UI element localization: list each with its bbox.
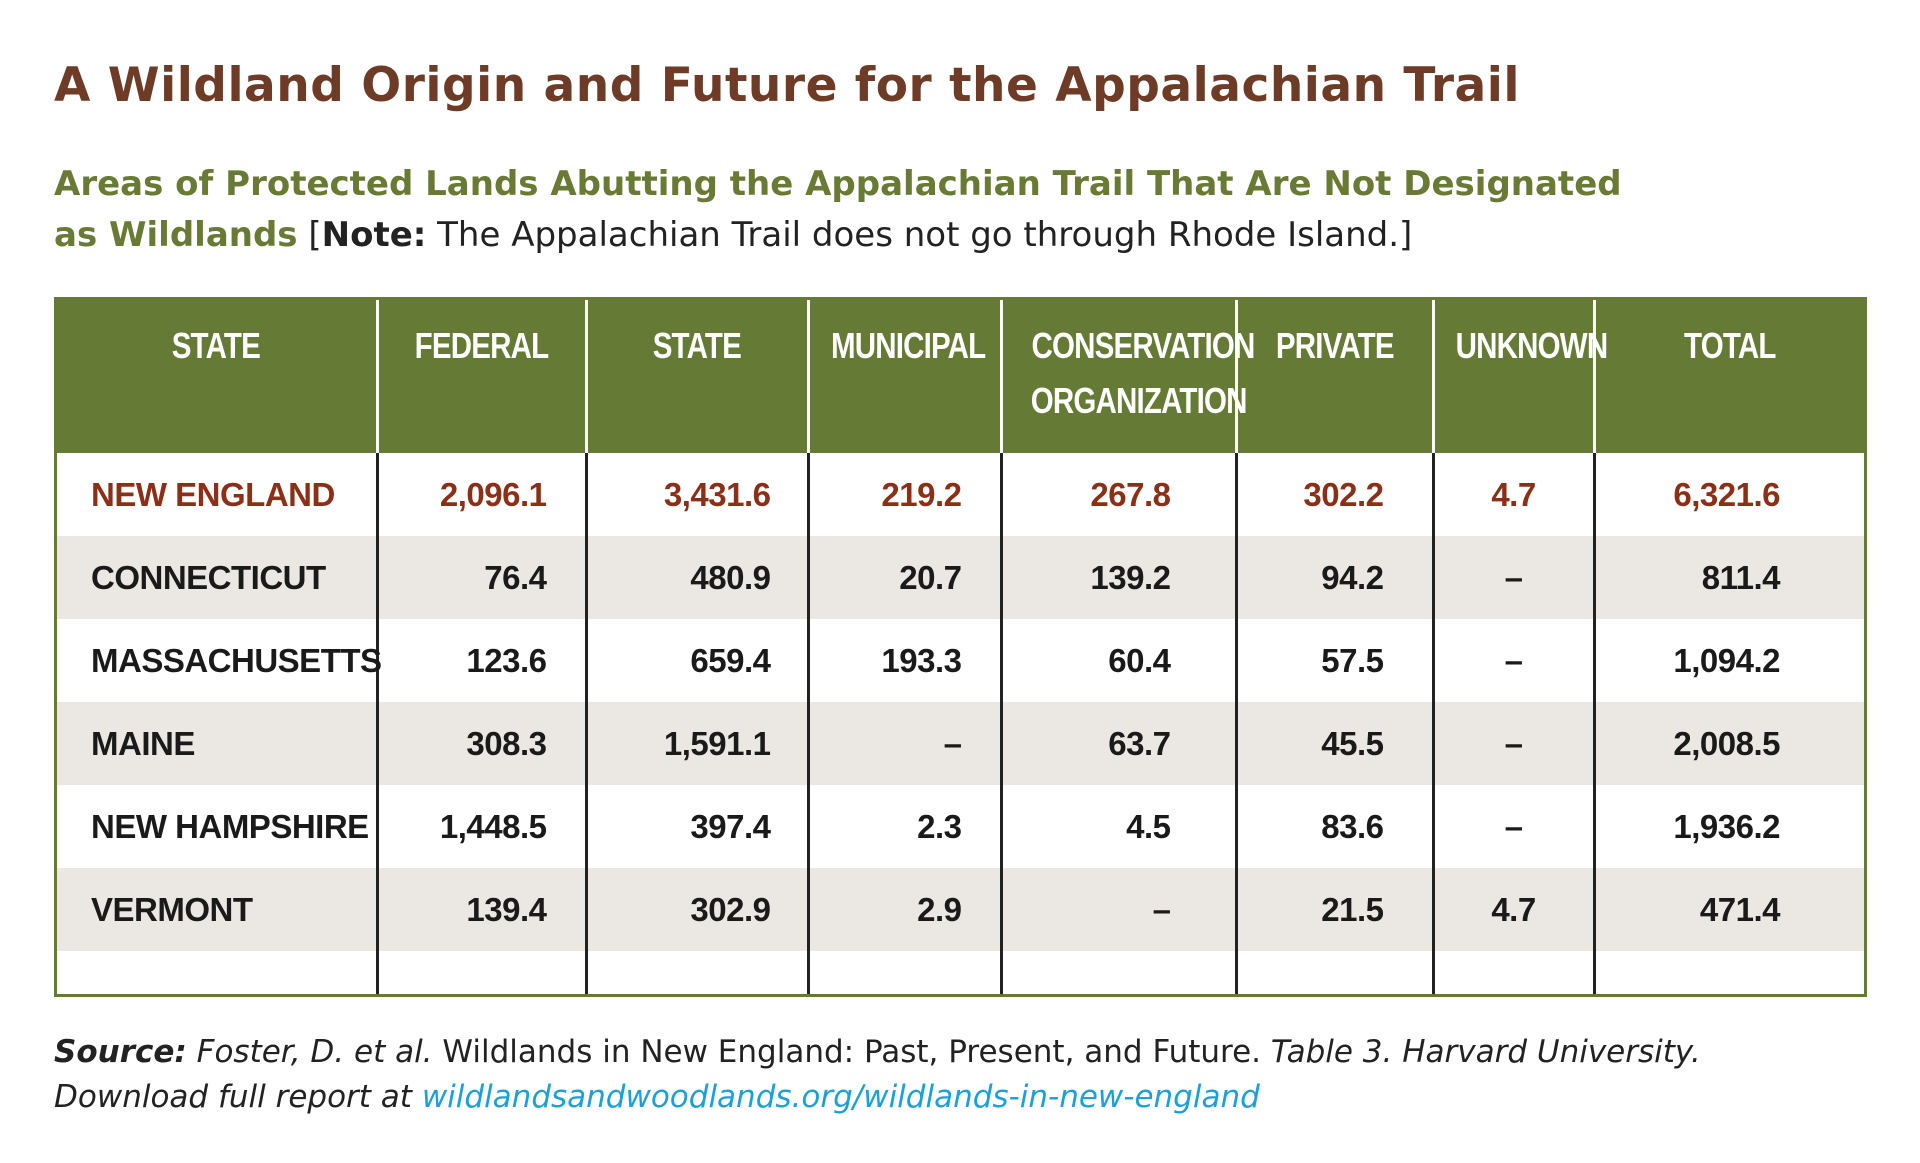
cell-state: 480.9 — [584, 536, 808, 619]
table-row-maine: MAINE 308.3 1,591.1 – 63.7 45.5 – 2,008.… — [57, 702, 1864, 785]
header-conservation: CONSERVATION ORGANIZATION — [999, 300, 1255, 453]
cell-state: 3,431.6 — [584, 453, 808, 536]
header-state: STATE — [584, 300, 808, 453]
cell-name: MAINE — [91, 724, 195, 762]
source-table-ref: Table 3. Harvard University. — [1261, 1034, 1701, 1070]
header-total: TOTAL — [1592, 300, 1864, 453]
cell-unknown: – — [1431, 619, 1594, 702]
cell-federal: 123.6 — [375, 619, 586, 702]
cell-municipal: 20.7 — [806, 536, 1001, 619]
cell-conservation: 139.2 — [999, 536, 1236, 619]
source-report: Wildlands in New England: Past, Present,… — [432, 1034, 1262, 1070]
spacer-cell — [375, 951, 586, 994]
cell-conservation: 267.8 — [999, 453, 1236, 536]
cell-unknown: – — [1431, 536, 1594, 619]
spacer-cell — [1234, 951, 1433, 994]
cell-private: 21.5 — [1234, 868, 1433, 951]
cell-total: 471.4 — [1592, 868, 1864, 951]
spacer-cell — [806, 951, 1001, 994]
cell-state: 302.9 — [584, 868, 808, 951]
cell-unknown: 4.7 — [1431, 453, 1594, 536]
cell-unknown: – — [1431, 785, 1594, 868]
cell-private: 302.2 — [1234, 453, 1433, 536]
cell-municipal: – — [806, 702, 1001, 785]
cell-federal: 308.3 — [375, 702, 586, 785]
cell-municipal: 2.9 — [806, 868, 1001, 951]
cell-state: 659.4 — [584, 619, 808, 702]
cell-total: 2,008.5 — [1592, 702, 1864, 785]
cell-total: 811.4 — [1592, 536, 1864, 619]
cell-conservation: 60.4 — [999, 619, 1236, 702]
header-federal: FEDERAL — [375, 300, 586, 453]
subtitle-line1: Areas of Protected Lands Abutting the Ap… — [54, 164, 1622, 204]
page-title: A Wildland Origin and Future for the App… — [54, 58, 1520, 113]
cell-name: MASSACHUSETTS — [91, 641, 382, 679]
cell-federal: 139.4 — [375, 868, 586, 951]
cell-conservation: – — [999, 868, 1236, 951]
note-text: The Appalachian Trail does not go throug… — [426, 215, 1413, 255]
cell-conservation: 63.7 — [999, 702, 1236, 785]
cell-name: NEW ENGLAND — [91, 475, 335, 513]
note-label: Note: — [321, 215, 427, 255]
table-row-connecticut: CONNECTICUT 76.4 480.9 20.7 139.2 94.2 –… — [57, 536, 1864, 619]
table-row-massachusetts: MASSACHUSETTS 123.6 659.4 193.3 60.4 57.… — [57, 619, 1864, 702]
protected-lands-table: STATE FEDERAL STATE MUNICIPAL CONSERVATI… — [57, 300, 1864, 994]
header-state-name: STATE — [172, 325, 261, 366]
data-table-container: STATE FEDERAL STATE MUNICIPAL CONSERVATI… — [54, 297, 1867, 997]
cell-federal: 76.4 — [375, 536, 586, 619]
table-row-new-england: NEW ENGLAND 2,096.1 3,431.6 219.2 267.8 … — [57, 453, 1864, 536]
source-download: Download full report at — [54, 1079, 422, 1115]
table-row-vermont: VERMONT 139.4 302.9 2.9 – 21.5 4.7 471.4 — [57, 868, 1864, 951]
header-municipal: MUNICIPAL — [806, 300, 1001, 453]
cell-private: 94.2 — [1234, 536, 1433, 619]
cell-total: 1,936.2 — [1592, 785, 1864, 868]
cell-total: 6,321.6 — [1592, 453, 1864, 536]
header-unknown: UNKNOWN — [1431, 300, 1608, 453]
source-authors: Foster, D. et al. — [186, 1034, 433, 1070]
table-row-new-hampshire: NEW HAMPSHIRE 1,448.5 397.4 2.3 4.5 83.6… — [57, 785, 1864, 868]
cell-municipal: 193.3 — [806, 619, 1001, 702]
cell-name: VERMONT — [91, 890, 253, 928]
cell-private: 45.5 — [1234, 702, 1433, 785]
cell-conservation: 4.5 — [999, 785, 1236, 868]
table-header-row: STATE FEDERAL STATE MUNICIPAL CONSERVATI… — [57, 300, 1864, 453]
cell-total: 1,094.2 — [1592, 619, 1864, 702]
cell-municipal: 2.3 — [806, 785, 1001, 868]
cell-unknown: – — [1431, 702, 1594, 785]
subtitle-line2: as Wildlands — [54, 215, 298, 255]
header-private: PRIVATE — [1234, 300, 1433, 453]
table-spacer-row — [57, 951, 1864, 994]
cell-municipal: 219.2 — [806, 453, 1001, 536]
cell-unknown: 4.7 — [1431, 868, 1594, 951]
cell-state: 1,591.1 — [584, 702, 808, 785]
source-link[interactable]: wildlandsandwoodlands.org/wildlands-in-n… — [421, 1079, 1260, 1115]
spacer-cell — [1592, 951, 1864, 994]
source-label: Source: — [54, 1034, 187, 1070]
cell-name: NEW HAMPSHIRE — [91, 807, 369, 845]
spacer-cell — [999, 951, 1236, 994]
cell-state: 397.4 — [584, 785, 808, 868]
cell-federal: 1,448.5 — [375, 785, 586, 868]
cell-private: 57.5 — [1234, 619, 1433, 702]
spacer-cell — [584, 951, 808, 994]
cell-private: 83.6 — [1234, 785, 1433, 868]
spacer-cell — [1431, 951, 1594, 994]
subtitle: Areas of Protected Lands Abutting the Ap… — [54, 159, 1654, 261]
cell-name: CONNECTICUT — [91, 558, 326, 596]
source-note: Source: Foster, D. et al. Wildlands in N… — [54, 1030, 1701, 1120]
cell-federal: 2,096.1 — [375, 453, 586, 536]
note-open: [ — [308, 215, 322, 255]
spacer-cell — [57, 951, 377, 994]
